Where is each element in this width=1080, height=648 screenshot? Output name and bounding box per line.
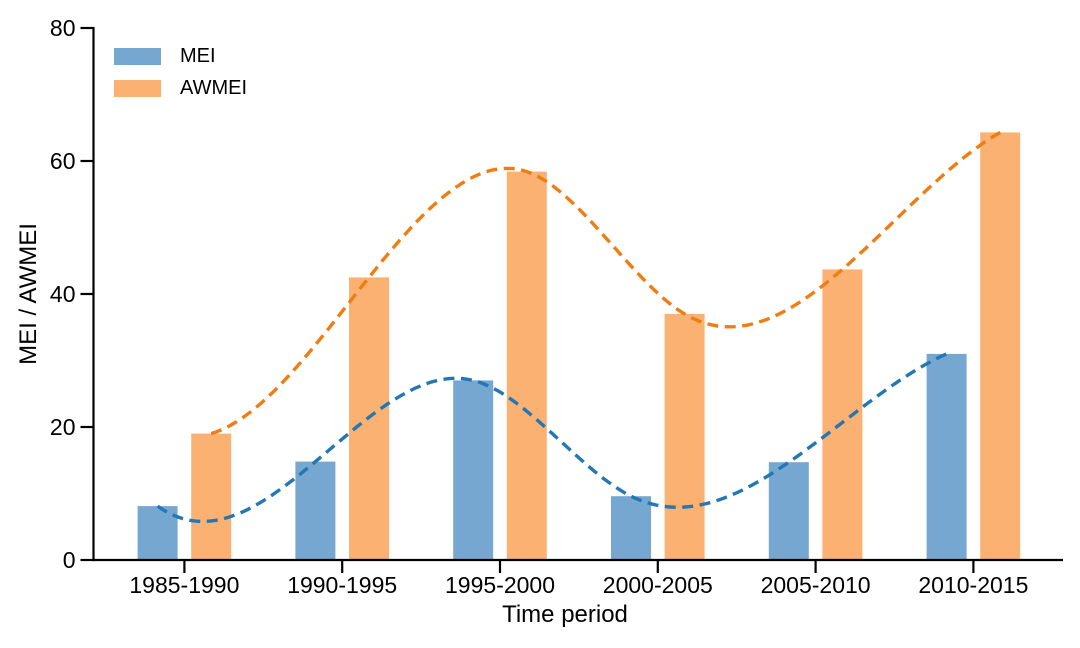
bars-layer [137, 132, 1021, 560]
x-tick-label: 1990-1995 [287, 572, 397, 598]
bar-awmei-2010-2015 [980, 132, 1021, 560]
trend-line-mei [156, 352, 948, 524]
legend-label-awmei: AWMEI [180, 77, 248, 99]
y-tick-label: 40 [50, 281, 76, 307]
y-tick-label: 60 [50, 148, 76, 174]
bar-mei-2005-2010 [768, 462, 809, 560]
bar-awmei-1995-2000 [506, 171, 547, 560]
x-tick-label: 1995-2000 [445, 572, 555, 598]
y-axis-label: MEI / AWMEI [15, 223, 42, 365]
legend-swatch-awmei [114, 80, 161, 97]
bar-awmei-2005-2010 [822, 269, 863, 560]
bar-mei-1995-2000 [453, 380, 494, 560]
x-tick-label: 2000-2005 [603, 572, 713, 598]
y-tick-label: 0 [63, 547, 76, 573]
bar-awmei-1985-1990 [191, 433, 232, 560]
legend-swatch-mei [114, 48, 161, 65]
axes-layer [80, 26, 1063, 573]
x-tick-label: 2010-2015 [918, 572, 1028, 598]
trend-line-awmei [210, 130, 1002, 436]
x-axis-label: Time period [502, 601, 628, 628]
y-tick-label: 80 [50, 15, 76, 41]
bar-awmei-2000-2005 [664, 313, 705, 560]
x-tick-label: 2005-2010 [761, 572, 871, 598]
legend-item-awmei: AWMEI [114, 77, 248, 99]
bar-mei-2000-2005 [611, 496, 651, 560]
y-tick-label: 20 [50, 414, 76, 440]
x-tick-label: 1985-1990 [129, 572, 239, 598]
legend-item-mei: MEI [114, 45, 247, 67]
bar-mei-1985-1990 [137, 506, 178, 560]
bar-mei-2010-2015 [926, 353, 967, 560]
trend-lines-layer [156, 130, 1002, 524]
bar-mei-1990-1995 [295, 461, 336, 560]
legend: MEI AWMEI [114, 45, 248, 112]
legend-label-mei: MEI [180, 45, 216, 67]
tick-labels-layer: 0 20 40 60 80 1985-1990 1990-1995 1995-2000 2000… [50, 15, 1028, 598]
